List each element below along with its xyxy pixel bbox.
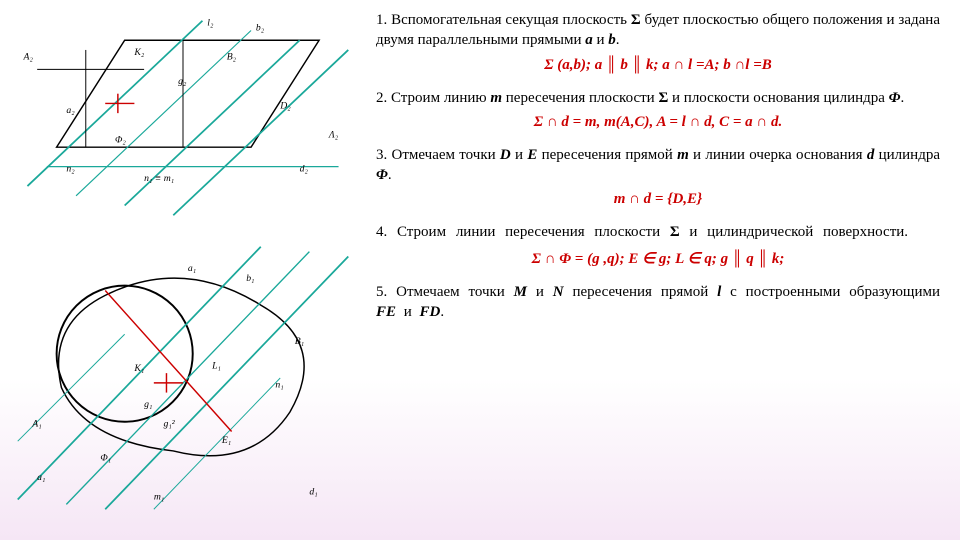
svg-text:A₂: A₂: [23, 52, 34, 63]
svg-text:n₁ ≡ m₁: n₁ ≡ m₁: [144, 173, 174, 184]
svg-text:L₁: L₁: [211, 360, 221, 371]
formula-4: Σ ∩ Φ = (g ,q); E ∈ g; L ∈ q; g ║ q ║ k;: [376, 249, 940, 268]
svg-text:B₁: B₁: [295, 336, 304, 347]
text-column: 1. Вспомогательная секущая плоскость Σ б…: [370, 0, 960, 540]
step-5-text: 5. Отмечаем точки M и N пересечения прям…: [376, 282, 940, 323]
svg-text:g₁²: g₁²: [164, 419, 176, 430]
svg-text:a₁: a₁: [37, 472, 45, 483]
svg-text:D₂: D₂: [279, 100, 291, 111]
svg-text:d₁: d₁: [309, 487, 317, 498]
svg-text:E₁: E₁: [221, 435, 231, 446]
diagram-frontal-projection: n₂ n₁ ≡ m₁ Φ₂ Λ₂ A₂ l₂ b₂ K₂ g₂ B₂ D₂ a₂…: [8, 8, 358, 228]
svg-text:n₂: n₂: [66, 163, 75, 174]
svg-text:m₁: m₁: [154, 492, 164, 503]
formula-3: m ∩ d = {D,E}: [376, 191, 940, 208]
svg-text:B₂: B₂: [227, 52, 237, 63]
svg-text:Φ₂: Φ₂: [115, 134, 126, 145]
svg-text:d₂: d₂: [300, 163, 309, 174]
svg-text:K₂: K₂: [133, 47, 144, 58]
formula-2: Σ ∩ d = m, m(A,C), A = l ∩ d, C = a ∩ d.: [376, 114, 940, 131]
svg-text:g₁: g₁: [144, 399, 152, 410]
formula-1: Σ (a,b); a ║ b ║ k; a ∩ l =A; b ∩l =B: [376, 57, 940, 74]
diagrams-column: n₂ n₁ ≡ m₁ Φ₂ Λ₂ A₂ l₂ b₂ K₂ g₂ B₂ D₂ a₂…: [0, 0, 370, 540]
svg-text:Φ₁: Φ₁: [100, 453, 111, 464]
svg-text:b₂: b₂: [256, 23, 265, 34]
step-3-text: 3. Отмечаем точки D и E пересечения прям…: [376, 145, 940, 186]
diagram-horizontal-projection: b₁ a₁ B₁ n₁ E₁ g₁² g₁ K₁ L₁ Φ₁ A₁ a₁ m₁ …: [8, 233, 358, 523]
svg-text:g₂: g₂: [178, 76, 187, 87]
svg-text:A₁: A₁: [31, 419, 41, 430]
step-2-text: 2. Строим линию m пересечения плоскости …: [376, 88, 940, 108]
step-1-text: 1. Вспомогательная секущая плоскость Σ б…: [376, 10, 940, 51]
svg-text:b₁: b₁: [246, 273, 254, 284]
svg-text:n₁: n₁: [275, 380, 283, 391]
svg-text:a₂: a₂: [66, 105, 75, 116]
svg-text:K₁: K₁: [133, 363, 144, 374]
step-4-text: 4. Строим линии пересечения плоскости Σ …: [376, 222, 940, 242]
svg-text:l₂: l₂: [207, 18, 214, 29]
svg-text:a₁: a₁: [188, 263, 196, 274]
svg-text:Λ₂: Λ₂: [328, 129, 339, 140]
